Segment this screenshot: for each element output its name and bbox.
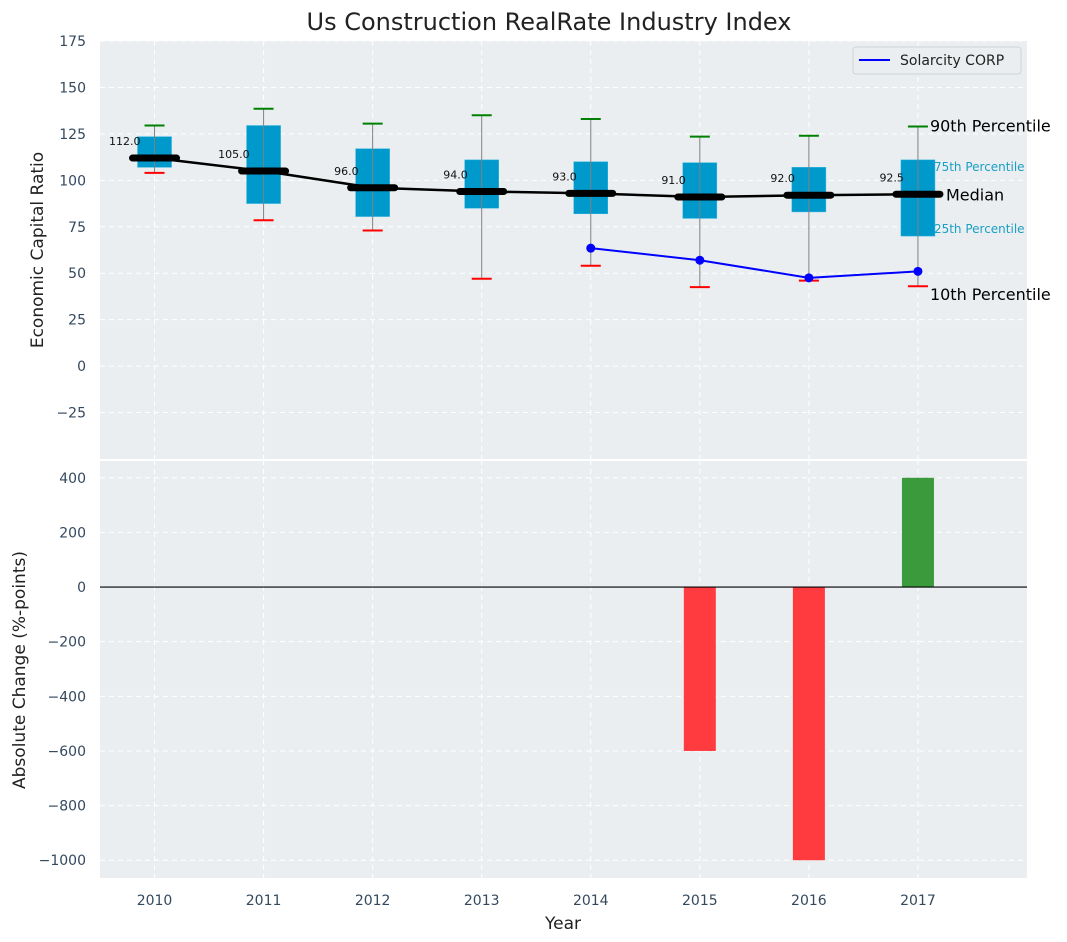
bottom-plot: −1000 −800 −600 −400 −200 0 200 400 2010 2011 2012… xyxy=(39,460,1027,909)
top-y-tick-label: 100 xyxy=(59,173,86,189)
change-bar xyxy=(792,587,825,861)
solarcity-point xyxy=(695,255,705,265)
x-tick-label: 2014 xyxy=(573,893,609,909)
annotation-90th: 90th Percentile xyxy=(930,116,1051,135)
bottom-y-tick-label: 200 xyxy=(59,525,86,541)
median-value-label: 112.0 xyxy=(109,135,141,148)
change-bar xyxy=(901,477,934,588)
bottom-y-tick-label: −400 xyxy=(48,689,86,705)
bottom-y-tick-label: 0 xyxy=(77,580,86,596)
bottom-y-tick-label: −1000 xyxy=(39,853,86,869)
median-value-label: 94.0 xyxy=(443,168,468,181)
legend-label-solarcity: Solarcity CORP xyxy=(900,53,1004,69)
x-tick-label: 2013 xyxy=(464,893,500,909)
solarcity-line xyxy=(590,247,919,279)
bottom-y-axis-label: Absolute Change (%-points) xyxy=(10,551,30,789)
x-tick-label: 2011 xyxy=(246,893,282,909)
top-y-tick-label: 150 xyxy=(59,80,86,96)
top-plot-background xyxy=(100,41,1027,459)
top-plot: −25 0 25 50 75 100 125 150 175 112.0 105.0 96.0 94.0… xyxy=(56,34,1051,459)
top-y-tick-label: 50 xyxy=(68,266,86,282)
x-tick-label: 2010 xyxy=(137,893,173,909)
x-tick-label: 2015 xyxy=(682,893,718,909)
x-tick-label: 2012 xyxy=(355,893,391,909)
x-axis-label: Year xyxy=(544,914,581,934)
chart-title: Us Construction RealRate Industry Index xyxy=(307,8,792,36)
median-value-label: 105.0 xyxy=(218,148,250,161)
top-y-axis-label: Economic Capital Ratio xyxy=(28,152,48,348)
top-y-tick-label: 0 xyxy=(77,359,86,375)
annotation-median: Median xyxy=(946,185,1004,204)
bottom-plot-background xyxy=(100,461,1027,878)
bottom-y-tick-label: −200 xyxy=(48,635,86,651)
annotation-25th: 25th Percentile xyxy=(934,222,1025,236)
top-y-tick-label: −25 xyxy=(56,406,86,422)
x-tick-label: 2017 xyxy=(900,893,936,909)
solarcity-point xyxy=(913,266,923,276)
x-tick-label: 2016 xyxy=(791,893,827,909)
top-y-tick-label: 75 xyxy=(68,220,86,236)
top-y-tick-label: 25 xyxy=(68,313,86,329)
median-value-label: 92.5 xyxy=(879,171,904,184)
top-y-tick-label: 125 xyxy=(59,127,86,143)
bottom-y-tick-label: −600 xyxy=(48,744,86,760)
median-value-label: 93.0 xyxy=(552,170,577,183)
legend-frame xyxy=(852,46,1022,75)
bottom-y-tick-label: 400 xyxy=(59,471,86,487)
annotation-10th: 10th Percentile xyxy=(930,285,1051,304)
annotation-75th: 75th Percentile xyxy=(934,160,1025,174)
change-bar xyxy=(683,587,716,751)
solarcity-point xyxy=(804,273,814,283)
median-value-label: 96.0 xyxy=(334,165,359,178)
legend: Solarcity CORP xyxy=(852,46,1022,75)
top-y-tick-label: 175 xyxy=(59,34,86,50)
median-value-label: 92.0 xyxy=(770,172,795,185)
bottom-y-tick-label: −800 xyxy=(48,799,86,815)
solarcity-point xyxy=(586,243,596,253)
median-value-label: 91.0 xyxy=(661,174,686,187)
